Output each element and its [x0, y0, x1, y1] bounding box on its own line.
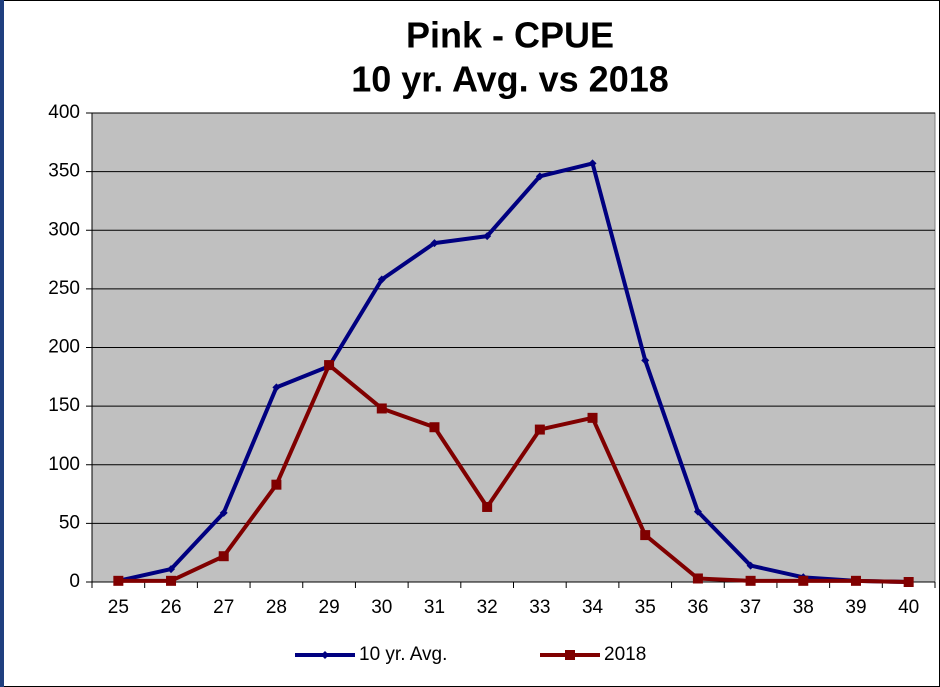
point — [271, 479, 282, 490]
point — [850, 575, 861, 586]
series-line — [118, 363, 909, 584]
point — [692, 573, 703, 584]
side-stripe — [0, 0, 4, 687]
y-tick-label: 0 — [69, 571, 80, 592]
point — [482, 501, 493, 512]
y-tick-label: 150 — [48, 395, 80, 416]
x-tick-label: 27 — [213, 597, 234, 618]
y-tick-label: 200 — [48, 337, 80, 358]
x-tick-label: 31 — [424, 597, 445, 618]
x-tick-label: 32 — [477, 597, 498, 618]
point — [218, 551, 229, 562]
point — [903, 577, 914, 587]
legend-marker — [565, 650, 575, 660]
x-tick-label: 40 — [898, 597, 919, 618]
x-tick-label: 30 — [371, 597, 392, 618]
point — [430, 239, 439, 248]
x-tick-label: 25 — [108, 597, 129, 618]
chart-title: Pink - CPUE — [406, 15, 614, 56]
point — [798, 575, 809, 586]
y-tick-label: 400 — [48, 102, 80, 123]
legend-label: 2018 — [604, 644, 646, 665]
x-tick-label: 36 — [687, 597, 708, 618]
y-tick-label: 100 — [48, 454, 80, 475]
x-tick-label: 29 — [319, 597, 340, 618]
point — [113, 575, 124, 586]
point — [587, 412, 598, 423]
x-tick-label: 34 — [582, 597, 604, 618]
x-tick-label: 38 — [793, 597, 814, 618]
y-tick-label: 50 — [59, 512, 80, 533]
x-tick-label: 28 — [266, 597, 287, 618]
point — [166, 575, 177, 586]
x-tick-label: 39 — [845, 597, 866, 618]
point — [272, 383, 281, 392]
legend-marker — [321, 651, 329, 659]
point — [745, 575, 756, 586]
point — [167, 565, 176, 574]
x-tick-label: 37 — [740, 597, 761, 618]
y-tick-label: 350 — [48, 161, 80, 182]
x-tick-label: 33 — [529, 597, 550, 618]
x-tick-label: 35 — [635, 597, 656, 618]
y-tick-label: 300 — [48, 219, 80, 240]
series-line — [117, 161, 909, 584]
x-tick-label: 26 — [160, 597, 181, 618]
point — [219, 508, 228, 517]
point — [641, 356, 650, 365]
point — [429, 422, 440, 433]
chart-subtitle: 10 yr. Avg. vs 2018 — [351, 59, 669, 100]
point — [640, 530, 651, 541]
point — [588, 159, 597, 168]
point — [376, 403, 387, 414]
y-tick-label: 250 — [48, 278, 80, 299]
point — [535, 172, 544, 181]
point — [377, 275, 386, 284]
point — [534, 424, 545, 435]
point — [693, 507, 702, 516]
point — [324, 360, 335, 371]
legend-label: 10 yr. Avg. — [359, 644, 447, 665]
point — [746, 561, 755, 570]
point — [483, 232, 492, 241]
